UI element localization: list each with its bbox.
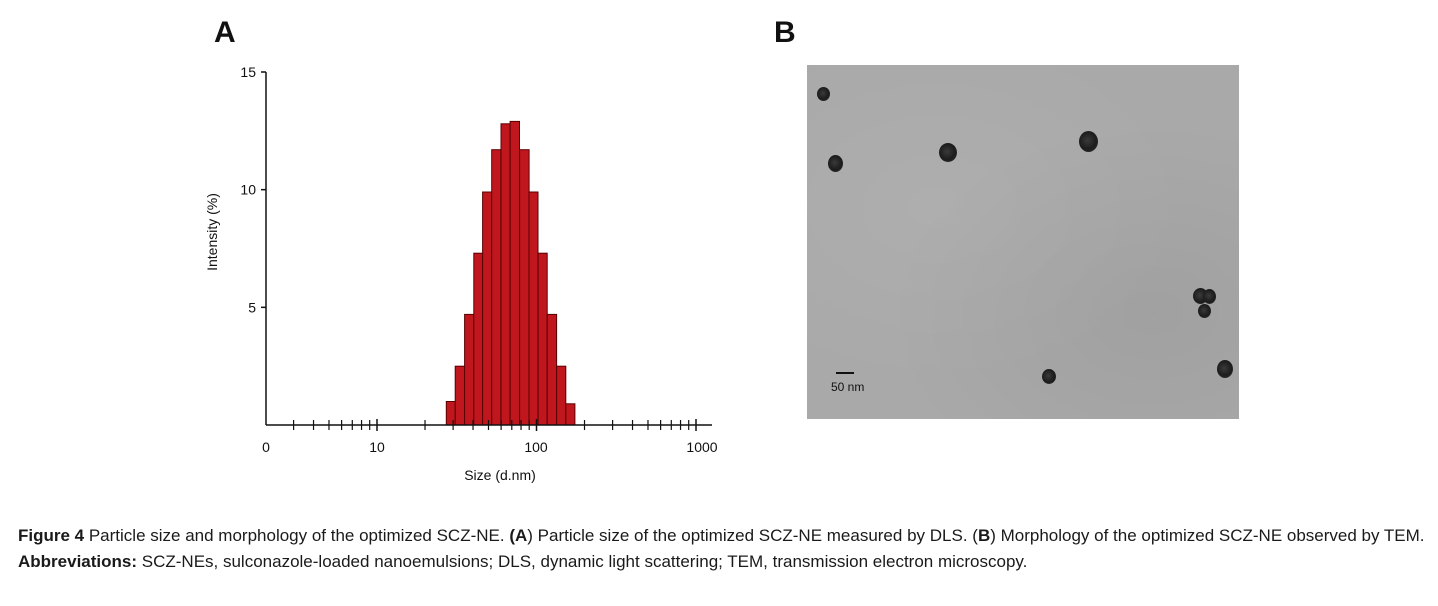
caption-panel-a: A — [514, 526, 528, 545]
bar — [473, 252, 484, 426]
bar — [509, 120, 521, 426]
y-tick-label: 10 — [240, 182, 256, 198]
particle — [1203, 289, 1216, 304]
panel-label-a: A — [214, 16, 236, 49]
caption-abbreviations: Abbreviations: SCZ-NEs, sulconazole-load… — [18, 552, 1028, 571]
bar — [500, 123, 511, 426]
figure-label: Figure 4 — [18, 526, 85, 545]
caption-panel-b: B — [977, 526, 991, 545]
axes-group: 5 10 15 0 10 100 1000 — [240, 64, 717, 455]
bar — [464, 313, 475, 426]
particle — [1198, 304, 1211, 318]
scale-bar — [836, 372, 854, 374]
x-tick-label: 10 — [369, 439, 385, 455]
bar — [482, 191, 493, 426]
y-axis-label: Intensity (%) — [204, 193, 220, 271]
x-tick-label: 1000 — [686, 439, 717, 455]
particle — [828, 155, 843, 172]
caption-main: Figure 4 Particle size and morphology of… — [18, 526, 1425, 545]
bar — [454, 365, 466, 426]
bar — [445, 401, 456, 426]
figure-caption: Figure 4 Particle size and morphology of… — [18, 523, 1430, 575]
y-tick-label: 5 — [248, 299, 256, 315]
tem-micrograph: 50 nm — [807, 65, 1239, 419]
bar — [491, 149, 502, 426]
bar — [565, 403, 576, 426]
y-tick-label: 15 — [240, 64, 256, 80]
bars-group — [445, 120, 576, 426]
panel-label-b: B — [774, 16, 796, 49]
bar — [537, 252, 548, 426]
particle — [939, 143, 957, 162]
bar — [519, 149, 530, 426]
scale-label: 50 nm — [831, 380, 865, 394]
particle — [1042, 369, 1056, 384]
dls-chart: 5 10 15 0 10 100 1000 Intensity (%) Size (d.nm… — [204, 64, 718, 483]
particle — [1079, 131, 1098, 152]
abbreviations-label: Abbreviations: — [18, 552, 138, 571]
x-axis-label: Size (d.nm) — [464, 467, 536, 483]
bar — [556, 365, 567, 426]
x-tick-label: 100 — [524, 439, 548, 455]
bar — [546, 313, 558, 426]
bar — [528, 191, 539, 426]
particle — [1217, 360, 1233, 378]
particle — [817, 87, 830, 101]
x-tick-label: 0 — [262, 439, 270, 455]
